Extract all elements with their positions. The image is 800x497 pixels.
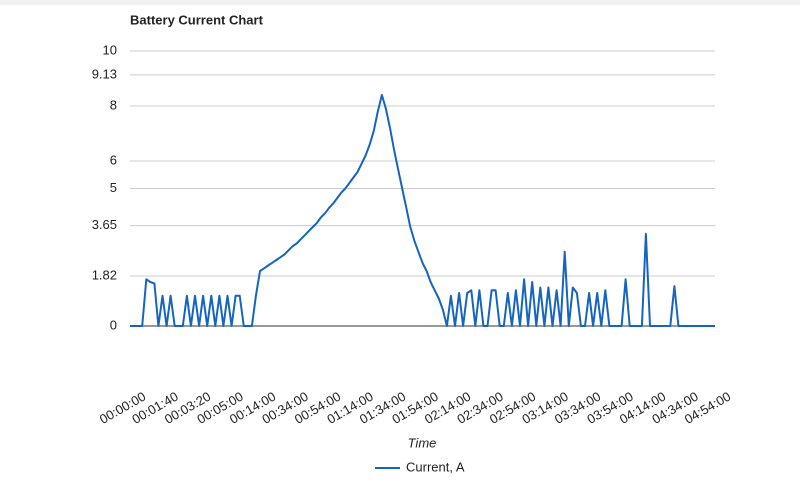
chart-title: Battery Current Chart [130, 12, 264, 27]
y-tick-label: 8 [110, 97, 117, 112]
top-strip [0, 0, 800, 5]
x-axis-title: Time [408, 435, 437, 450]
legend-label: Current, A [406, 459, 465, 474]
data-line [130, 94, 715, 327]
y-tick-label: 10 [103, 42, 117, 57]
y-tick-label: 9.13 [92, 66, 117, 81]
y-tick-label: 5 [110, 180, 117, 195]
y-tick-label: 3.65 [92, 217, 117, 232]
y-tick-label: 6 [110, 152, 117, 167]
y-tick-label: 0 [110, 317, 117, 332]
y-tick-label: 1.82 [92, 267, 117, 282]
